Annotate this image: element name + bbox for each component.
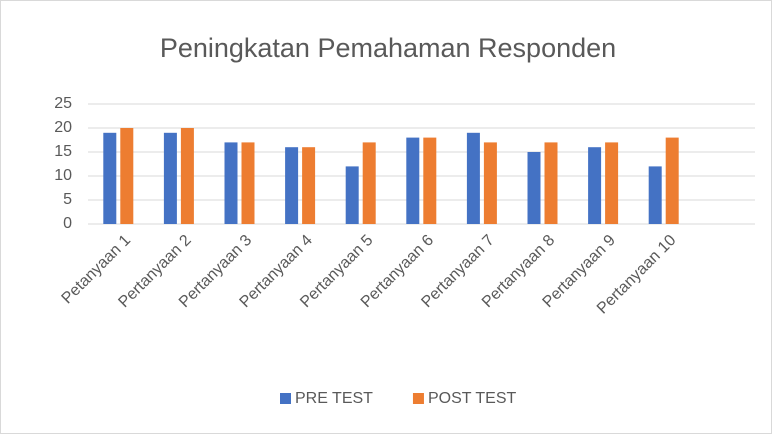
y-tick-label: 15 (54, 143, 72, 160)
y-tick-label: 25 (54, 95, 72, 112)
bar (605, 142, 619, 224)
y-tick-label: 0 (63, 215, 72, 232)
legend-label: POST TEST (428, 390, 517, 407)
legend-swatch (280, 393, 291, 404)
bar (224, 142, 238, 224)
bar (345, 166, 359, 224)
y-tick-label: 10 (54, 167, 72, 184)
bar (466, 132, 480, 224)
bar (423, 137, 437, 224)
bar (285, 147, 299, 224)
bar (103, 132, 117, 224)
bar (362, 142, 376, 224)
legend-label: PRE TEST (295, 390, 373, 407)
bar (527, 152, 541, 224)
legend-swatch (412, 393, 424, 404)
bar (163, 132, 177, 224)
y-tick-label: 20 (54, 119, 72, 136)
bar (406, 137, 420, 224)
chart-title: Peningkatan Pemahaman Responden (160, 33, 616, 63)
bar (483, 142, 497, 224)
y-tick-label: 5 (63, 191, 72, 208)
bar (588, 147, 602, 224)
bar (120, 128, 134, 224)
bar (665, 137, 679, 224)
bar (180, 128, 194, 224)
bar (302, 147, 316, 224)
bar (544, 142, 558, 224)
bar (648, 166, 662, 224)
bar (241, 142, 255, 224)
